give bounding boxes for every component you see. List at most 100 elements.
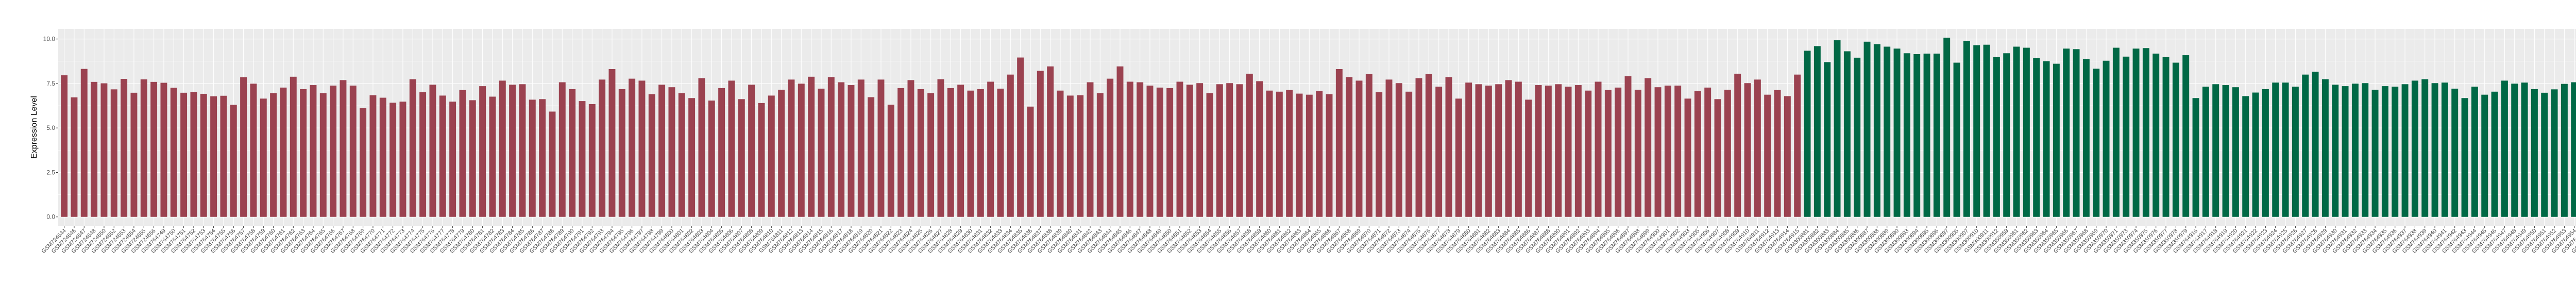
bar: [857, 79, 865, 217]
bar: [1943, 38, 1951, 217]
bar: [479, 86, 486, 217]
bar: [2501, 80, 2508, 217]
bar: [529, 99, 536, 217]
bar: [1515, 81, 1522, 217]
bar: [1335, 69, 1343, 217]
bar: [1565, 87, 1572, 217]
bar: [330, 86, 337, 217]
bar: [2182, 55, 2190, 217]
bar: [1415, 78, 1422, 217]
bar: [2063, 48, 2070, 217]
bar: [1953, 62, 1960, 217]
bar: [2142, 48, 2149, 217]
bar: [778, 90, 785, 217]
bar: [1037, 71, 1044, 217]
bar: [1156, 87, 1163, 217]
bar: [1794, 74, 1801, 217]
bar: [1664, 86, 1671, 217]
bar: [429, 85, 436, 217]
bar: [1574, 85, 1582, 217]
y-tick-label: 5.0: [46, 124, 55, 131]
bar: [658, 85, 666, 217]
bar: [758, 103, 765, 217]
bar: [1634, 90, 1641, 217]
bar: [2073, 49, 2080, 217]
bar: [180, 92, 188, 217]
bar: [2401, 84, 2409, 217]
bar: [539, 99, 546, 217]
bar: [250, 84, 257, 217]
bar: [588, 104, 596, 217]
bar: [2212, 84, 2219, 217]
bar: [2123, 56, 2130, 217]
y-axis-title: Expression Level: [30, 96, 39, 159]
bar: [1913, 54, 1921, 217]
bar: [1843, 51, 1851, 217]
bar: [1166, 88, 1174, 217]
bar: [1973, 45, 1980, 217]
bar: [1226, 83, 1233, 217]
bar: [459, 90, 466, 217]
bar: [1266, 90, 1273, 217]
bar: [2362, 83, 2369, 217]
bar: [1654, 87, 1662, 217]
bar: [1196, 83, 1204, 217]
bar: [569, 89, 576, 217]
bar: [409, 79, 416, 217]
bar: [2153, 53, 2160, 217]
bar: [1445, 77, 1452, 217]
bar: [957, 85, 964, 217]
bar: [2262, 89, 2269, 217]
bar: [2312, 72, 2319, 217]
bar: [1326, 94, 1333, 217]
bar: [1435, 87, 1443, 217]
bar: [2112, 47, 2120, 217]
bar: [469, 100, 476, 217]
bar: [300, 89, 307, 217]
bar: [848, 85, 855, 217]
bar: [2421, 79, 2429, 217]
bar: [439, 95, 446, 217]
bar: [2451, 88, 2459, 217]
bar: [2431, 83, 2438, 217]
bar: [1704, 87, 1711, 217]
bar: [549, 111, 556, 217]
bar: [61, 75, 68, 217]
bar: [1714, 99, 1721, 217]
bar: [668, 87, 675, 217]
bar: [2371, 90, 2379, 217]
bar: [2172, 62, 2179, 217]
y-tick-label: 7.5: [46, 80, 55, 87]
bar: [419, 92, 427, 217]
bar: [2392, 87, 2399, 217]
bar: [1684, 98, 1691, 217]
bar: [379, 97, 386, 217]
bar: [2043, 61, 2050, 217]
bar: [310, 85, 317, 217]
bar: [728, 80, 735, 217]
bar: [170, 88, 177, 217]
bar: [2561, 84, 2568, 217]
bar: [1993, 57, 2000, 217]
bar: [399, 102, 406, 217]
bar: [190, 92, 197, 217]
bar: [121, 78, 128, 217]
bar: [907, 80, 914, 217]
bar: [369, 95, 377, 217]
bar: [499, 80, 506, 217]
bar: [1385, 79, 1393, 217]
bar: [1286, 90, 1293, 217]
bar: [1475, 84, 1482, 217]
bar: [2132, 48, 2140, 217]
x-axis: GSM724644GSM724646GSM724647GSM724648GSM7…: [41, 226, 2576, 255]
bar: [2351, 84, 2359, 217]
bar: [270, 93, 277, 217]
bar: [360, 108, 367, 217]
bar: [1057, 90, 1064, 217]
bar: [1096, 93, 1104, 217]
bar: [618, 89, 625, 217]
bar: [1116, 66, 1124, 217]
bar: [1495, 84, 1502, 217]
bar: [130, 92, 138, 217]
bar: [1595, 81, 1602, 217]
